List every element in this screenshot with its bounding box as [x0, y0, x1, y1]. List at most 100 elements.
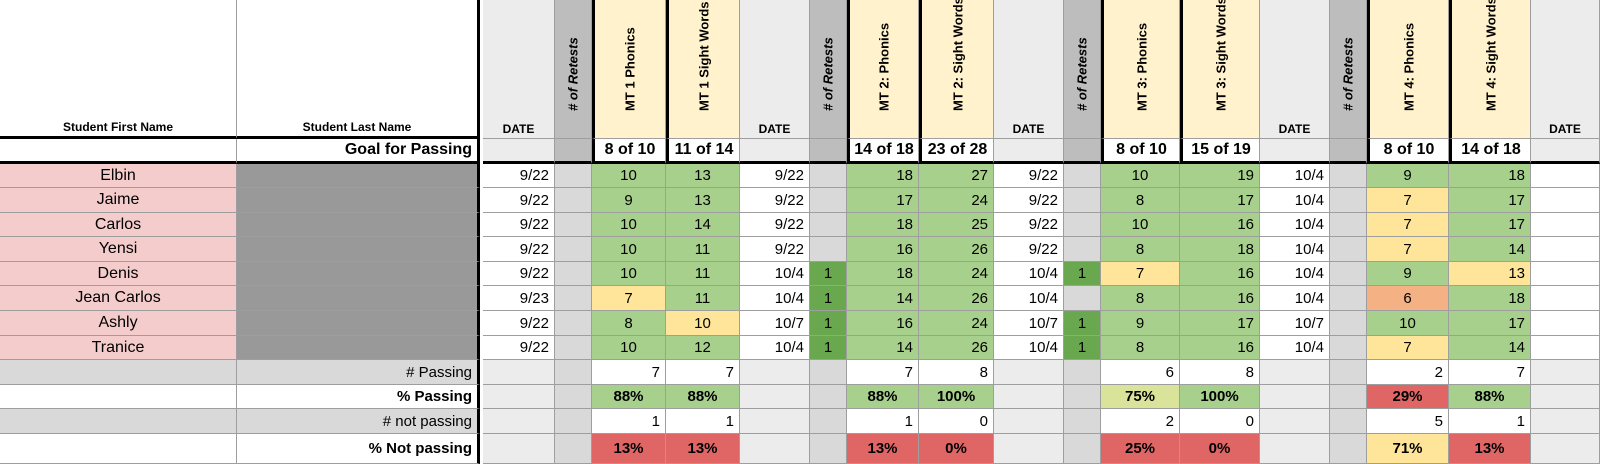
goal-empty-r4[interactable] [1330, 139, 1367, 164]
student-date-d4[interactable]: 10/4 [1260, 213, 1330, 237]
student-retests-r1[interactable] [555, 336, 592, 360]
student-retests-r2[interactable] [810, 188, 847, 213]
summary-date-empty[interactable] [1260, 385, 1330, 409]
student-score-s3[interactable]: 18 [1180, 237, 1260, 262]
summary-s3[interactable]: 100% [1180, 385, 1260, 409]
header-mt4-sight[interactable]: MT 4: Sight Words [1449, 0, 1531, 139]
summary-date-empty[interactable] [1260, 409, 1330, 434]
student-score-p1[interactable]: 10 [592, 237, 666, 262]
goal-empty-d1[interactable] [483, 139, 555, 164]
student-score-s2[interactable]: 26 [919, 286, 994, 311]
student-date-d4[interactable]: 10/4 [1260, 237, 1330, 262]
student-score-s2[interactable]: 27 [919, 164, 994, 188]
summary-date-empty[interactable] [1260, 360, 1330, 385]
student-score-s2[interactable]: 26 [919, 237, 994, 262]
summary-date-empty[interactable] [740, 434, 810, 464]
summary-label[interactable]: % Passing [237, 385, 480, 409]
summary-date-empty[interactable] [1531, 434, 1600, 464]
student-date-d2[interactable]: 10/4 [740, 286, 810, 311]
student-date-d2[interactable]: 9/22 [740, 237, 810, 262]
student-retests-r4[interactable] [1330, 237, 1367, 262]
student-score-s3[interactable]: 17 [1180, 188, 1260, 213]
header-retests-2[interactable]: # of Retests [810, 0, 847, 139]
student-date-d5[interactable] [1531, 213, 1600, 237]
summary-date-empty[interactable] [740, 385, 810, 409]
header-retests-4[interactable]: # of Retests [1330, 0, 1367, 139]
student-score-s3[interactable]: 17 [1180, 311, 1260, 336]
student-date-d1[interactable]: 9/22 [483, 262, 555, 286]
summary-p2[interactable]: 1 [847, 409, 919, 434]
student-retests-r1[interactable] [555, 164, 592, 188]
summary-s3[interactable]: 0% [1180, 434, 1260, 464]
student-score-p2[interactable]: 16 [847, 237, 919, 262]
student-score-p1[interactable]: 10 [592, 262, 666, 286]
summary-date-empty[interactable] [994, 409, 1064, 434]
student-date-d3[interactable]: 10/4 [994, 336, 1064, 360]
student-first-name[interactable]: Elbin [0, 164, 237, 188]
header-date-1[interactable]: DATE [483, 0, 555, 139]
student-date-d3[interactable]: 10/7 [994, 311, 1064, 336]
summary-blank[interactable] [0, 385, 237, 409]
goal-mt1-phonics[interactable]: 8 of 10 [592, 139, 666, 164]
student-retests-r4[interactable] [1330, 311, 1367, 336]
student-retests-r3[interactable] [1064, 213, 1101, 237]
summary-blank[interactable] [0, 360, 237, 385]
student-score-p2[interactable]: 18 [847, 262, 919, 286]
summary-retest-empty[interactable] [555, 409, 592, 434]
summary-date-empty[interactable] [1531, 409, 1600, 434]
student-retests-r4[interactable] [1330, 164, 1367, 188]
summary-retest-empty[interactable] [1064, 385, 1101, 409]
summary-label[interactable]: # not passing [237, 409, 480, 434]
student-score-s4[interactable]: 14 [1449, 237, 1531, 262]
student-date-d3[interactable]: 9/22 [994, 164, 1064, 188]
student-score-s3[interactable]: 16 [1180, 336, 1260, 360]
header-mt3-sight[interactable]: MT 3: Sight Words [1180, 0, 1260, 139]
student-score-p2[interactable]: 17 [847, 188, 919, 213]
student-retests-r4[interactable] [1330, 336, 1367, 360]
student-retests-r4[interactable] [1330, 262, 1367, 286]
student-first-name[interactable]: Denis [0, 262, 237, 286]
student-score-s1[interactable]: 13 [666, 164, 740, 188]
student-score-s2[interactable]: 24 [919, 188, 994, 213]
student-score-s3[interactable]: 16 [1180, 286, 1260, 311]
student-score-s4[interactable]: 17 [1449, 311, 1531, 336]
student-first-name[interactable]: Carlos [0, 213, 237, 237]
summary-s4[interactable]: 88% [1449, 385, 1531, 409]
student-date-d1[interactable]: 9/22 [483, 311, 555, 336]
summary-s1[interactable]: 13% [666, 434, 740, 464]
summary-date-empty[interactable] [740, 409, 810, 434]
student-score-p4[interactable]: 7 [1367, 336, 1449, 360]
student-last-name-redacted[interactable] [237, 213, 480, 237]
student-first-name[interactable]: Yensi [0, 237, 237, 262]
student-score-p3[interactable]: 8 [1101, 237, 1180, 262]
student-score-s4[interactable]: 13 [1449, 262, 1531, 286]
student-retests-r1[interactable] [555, 262, 592, 286]
student-score-s1[interactable]: 13 [666, 188, 740, 213]
student-retests-r3[interactable] [1064, 237, 1101, 262]
student-score-p3[interactable]: 10 [1101, 164, 1180, 188]
student-score-s4[interactable]: 18 [1449, 286, 1531, 311]
student-date-d3[interactable]: 9/22 [994, 213, 1064, 237]
student-score-p1[interactable]: 8 [592, 311, 666, 336]
summary-retest-empty[interactable] [1330, 360, 1367, 385]
student-score-p3[interactable]: 8 [1101, 336, 1180, 360]
student-retests-r2[interactable]: 1 [810, 311, 847, 336]
goal-empty-r1[interactable] [555, 139, 592, 164]
student-score-s4[interactable]: 17 [1449, 188, 1531, 213]
student-date-d5[interactable] [1531, 311, 1600, 336]
student-retests-r1[interactable] [555, 286, 592, 311]
student-date-d1[interactable]: 9/23 [483, 286, 555, 311]
student-date-d4[interactable]: 10/7 [1260, 311, 1330, 336]
student-date-d2[interactable]: 10/7 [740, 311, 810, 336]
header-date-4[interactable]: DATE [1260, 0, 1330, 139]
summary-retest-empty[interactable] [555, 360, 592, 385]
header-last-name[interactable]: Student Last Name [237, 0, 480, 139]
student-score-p2[interactable]: 18 [847, 213, 919, 237]
summary-s2[interactable]: 100% [919, 385, 994, 409]
summary-s1[interactable]: 88% [666, 385, 740, 409]
header-mt1-sight[interactable]: MT 1 Sight Words [666, 0, 740, 139]
summary-date-empty[interactable] [483, 409, 555, 434]
student-date-d3[interactable]: 10/4 [994, 262, 1064, 286]
student-score-s2[interactable]: 24 [919, 262, 994, 286]
student-last-name-redacted[interactable] [237, 336, 480, 360]
